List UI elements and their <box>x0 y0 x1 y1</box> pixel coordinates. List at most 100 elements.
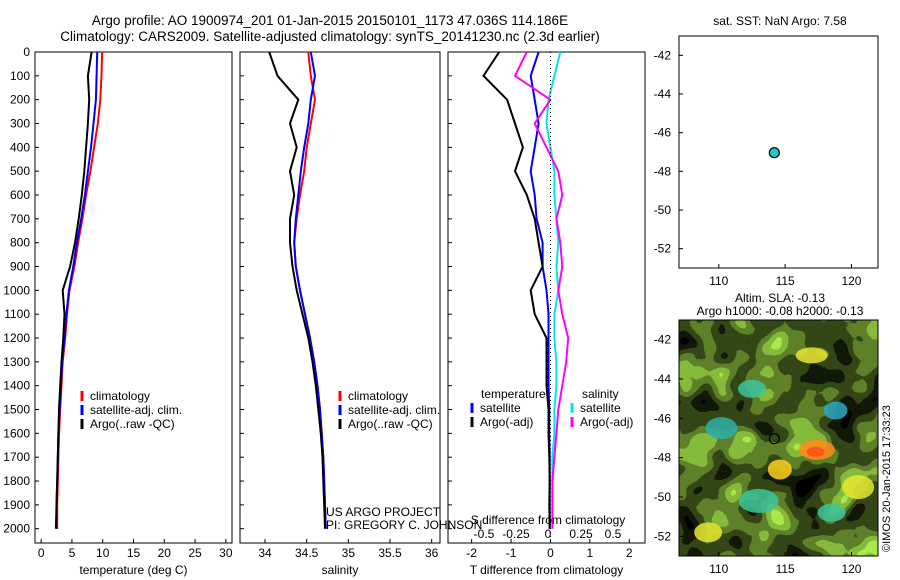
y-tick-label: 100 <box>10 69 30 83</box>
title-line-2: Climatology: CARS2009. Satellite-adjuste… <box>60 29 600 44</box>
y-tick-label: 900 <box>10 260 30 274</box>
y-tick-label: 2000 <box>3 522 30 536</box>
x-tick-label: 2 <box>626 546 633 560</box>
figure-title: Argo profile: AO 1900974_201 01-Jan-2015… <box>0 13 660 45</box>
y-tick-label: 500 <box>10 164 30 178</box>
series-line-2 <box>268 51 326 529</box>
map-frame-3 <box>678 35 879 269</box>
y-tick-label: 1200 <box>3 331 30 345</box>
sla-blob <box>737 379 766 398</box>
s-tick-label: 0.25 <box>569 527 593 541</box>
sla-blob <box>842 475 875 500</box>
argo-position-marker <box>768 433 780 445</box>
y-tick-label: -50 <box>654 203 672 217</box>
x-tick-label: 35 <box>342 546 356 560</box>
y-tick-label: 1300 <box>3 355 30 369</box>
sla-field <box>679 320 878 556</box>
sla-low-blobs <box>679 320 878 556</box>
x-tick-label: 0 <box>547 546 554 560</box>
y-tick-label: 1500 <box>3 403 30 417</box>
series-line-1 <box>482 51 551 529</box>
sla-blob <box>817 503 846 522</box>
legend-entry: satellite <box>580 401 621 415</box>
y-tick-label: 800 <box>10 236 30 250</box>
y-tick-label: 0 <box>23 45 30 59</box>
sla-map-title: Altim. SLA: -0.13 <box>735 291 825 305</box>
y-tick-label: -44 <box>654 87 672 101</box>
y-tick-label: 1000 <box>3 283 30 297</box>
series-line-3 <box>514 51 570 529</box>
legend-entry: Argo(..raw -QC) <box>90 417 175 431</box>
x-tick-label: -1 <box>506 546 517 560</box>
legend-entry: climatology <box>90 389 150 403</box>
legend-entry: salinity <box>582 387 619 401</box>
x-tick-label: -2 <box>466 546 477 560</box>
plot-frame-1 <box>239 51 441 544</box>
s-tick-label: 0.5 <box>605 527 622 541</box>
y-tick-label: -48 <box>654 164 672 178</box>
x-axis-label: temperature (deg C) <box>79 563 187 577</box>
y-tick-label: 1100 <box>4 307 30 321</box>
x-tick-label: 1 <box>586 546 593 560</box>
sla-blob <box>823 401 848 420</box>
x-tick-label: 10 <box>96 546 110 560</box>
y-tick-label: -52 <box>654 242 672 256</box>
x-tick-label: 115 <box>776 562 795 576</box>
sla-blob <box>705 417 738 440</box>
y-tick-label: 1700 <box>3 450 30 464</box>
y-tick-label: 1600 <box>3 426 30 440</box>
annotation-project: US ARGO PROJECT <box>326 505 441 519</box>
plot-frame-0 <box>34 51 233 544</box>
legend-entry: satellite-adj. clim. <box>90 403 182 417</box>
sla-blob <box>738 488 779 513</box>
title-line-1: Argo profile: AO 1900974_201 01-Jan-2015… <box>91 13 569 28</box>
y-tick-label: -48 <box>654 451 672 465</box>
legend-entry: Argo(..raw -QC) <box>348 417 433 431</box>
y-tick-label: 200 <box>10 93 30 107</box>
y-tick-label: -46 <box>654 126 672 140</box>
x-tick-label: 20 <box>158 546 172 560</box>
legend-entry: satellite-adj. clim. <box>348 403 440 417</box>
x-tick-label: 0 <box>38 546 45 560</box>
x-tick-label: 30 <box>219 546 233 560</box>
series-line-2 <box>54 51 93 529</box>
s-tick-label: -0.25 <box>502 527 530 541</box>
y-tick-label: 1400 <box>3 379 30 393</box>
y-tick-label: -50 <box>654 490 672 504</box>
x-axis-label: salinity <box>322 563 359 577</box>
s-axis-label: S difference from climatology <box>471 513 626 527</box>
sla-map-subtitle: Argo h1000: -0.08 h2000: -0.13 <box>697 304 864 318</box>
y-tick-label: -42 <box>654 333 672 347</box>
sla-blob <box>694 522 723 543</box>
sla-blob <box>795 347 828 364</box>
y-tick-label: 700 <box>10 212 30 226</box>
x-tick-label: 35.5 <box>378 546 402 560</box>
annotation-pi: PI: GREGORY C. JOHNSON <box>326 518 482 532</box>
argo-position-marker <box>768 147 780 159</box>
y-tick-label: 1800 <box>3 474 30 488</box>
legend-entry: Argo(-adj) <box>480 415 533 429</box>
x-tick-label: 110 <box>709 562 728 576</box>
y-tick-label: -42 <box>654 48 672 62</box>
y-tick-label: 300 <box>10 117 30 131</box>
x-tick-label: 110 <box>709 274 728 288</box>
y-tick-label: 400 <box>10 140 30 154</box>
y-tick-label: 600 <box>10 188 30 202</box>
x-tick-label: 34 <box>258 546 272 560</box>
x-tick-label: 25 <box>188 546 202 560</box>
x-axis-label: T difference from climatology <box>470 563 624 577</box>
sla-blob <box>767 459 792 480</box>
x-tick-label: 120 <box>841 562 861 576</box>
legend-entry: climatology <box>348 389 408 403</box>
x-tick-label: 115 <box>776 274 795 288</box>
s-tick-label: -0.5 <box>474 527 495 541</box>
legend-entry: satellite <box>480 401 521 415</box>
y-tick-label: -44 <box>654 372 672 386</box>
imos-watermark: ©IMOS 20-Jan-2015 17:33:23 <box>881 405 893 552</box>
s-tick-label: 0 <box>545 527 552 541</box>
x-tick-label: 5 <box>69 546 76 560</box>
x-tick-label: 34.5 <box>295 546 319 560</box>
sst-map-title: sat. SST: NaN Argo: 7.58 <box>713 14 847 28</box>
y-tick-label: -52 <box>654 529 672 543</box>
